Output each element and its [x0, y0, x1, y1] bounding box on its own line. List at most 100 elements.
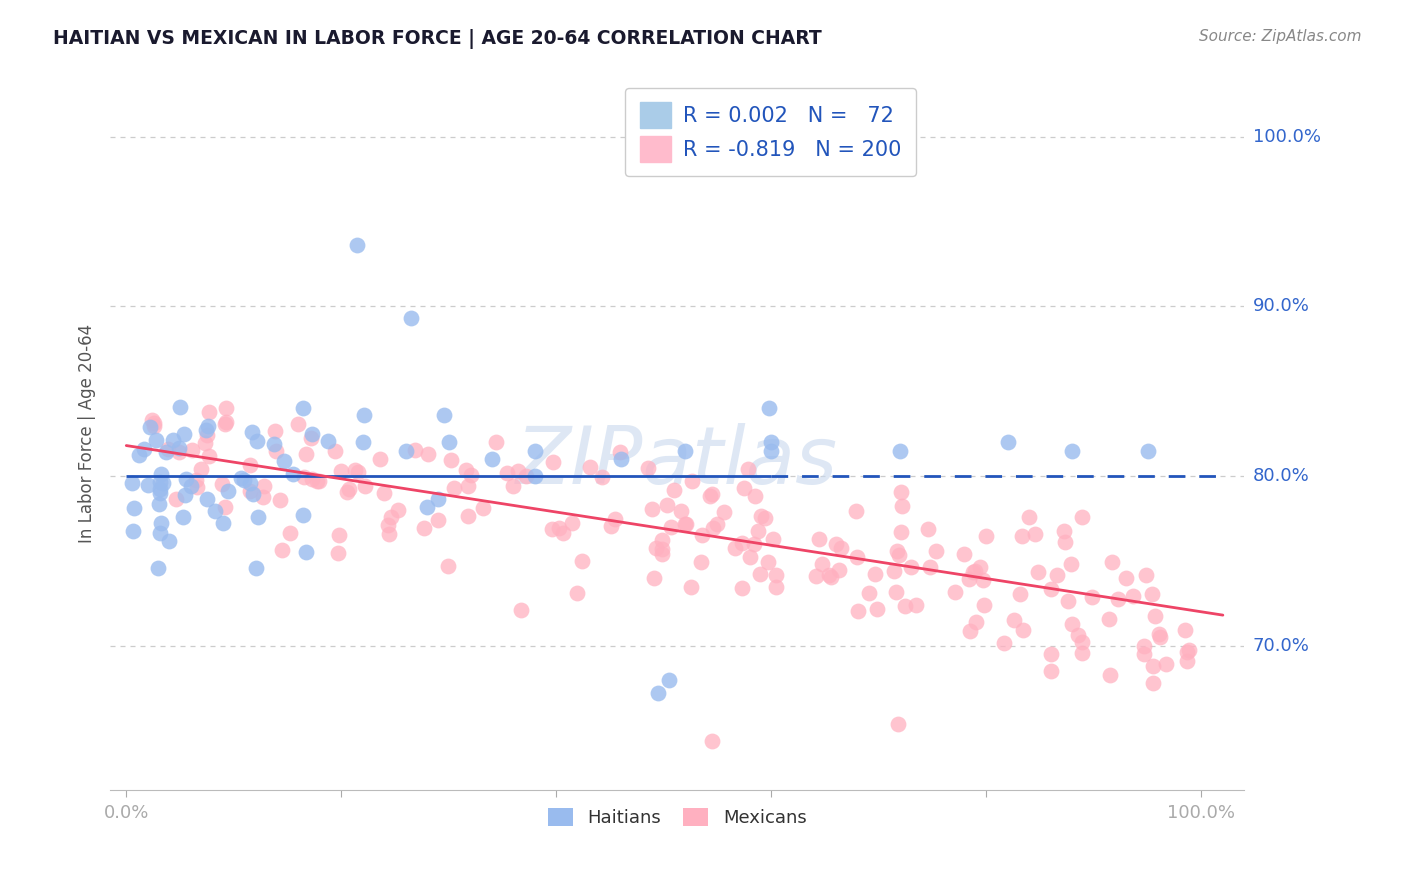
Point: [433, 408, 456, 422]
Point: [742, 536, 765, 550]
Point: [702, 521, 724, 535]
Point: [963, 564, 986, 578]
Point: [1154, 657, 1177, 671]
Text: 80.0%: 80.0%: [1253, 467, 1309, 485]
Point: [229, 471, 252, 485]
Point: [273, 454, 295, 468]
Point: [301, 426, 323, 441]
Point: [291, 508, 314, 522]
Point: [657, 499, 679, 513]
Point: [198, 405, 221, 419]
Point: [215, 415, 238, 429]
Point: [890, 524, 912, 539]
Point: [866, 602, 889, 616]
Point: [195, 491, 218, 506]
Point: [1062, 443, 1084, 458]
Point: [352, 435, 374, 450]
Point: [1149, 631, 1171, 645]
Point: [169, 401, 191, 415]
Point: [1098, 612, 1121, 626]
Point: [758, 401, 780, 416]
Text: ZIPatlas: ZIPatlas: [516, 423, 838, 501]
Point: [637, 460, 659, 475]
Point: [846, 604, 869, 618]
Point: [149, 526, 172, 541]
Point: [1115, 571, 1137, 585]
Point: [731, 536, 754, 550]
Point: [1098, 667, 1121, 681]
Point: [418, 447, 440, 461]
Point: [609, 445, 631, 459]
Point: [440, 453, 463, 467]
Point: [762, 532, 785, 546]
Point: [820, 570, 842, 584]
Point: [647, 686, 669, 700]
Point: [845, 504, 868, 518]
Text: 100.0%: 100.0%: [1253, 128, 1320, 145]
Point: [214, 417, 236, 431]
Point: [172, 510, 194, 524]
Point: [212, 516, 235, 531]
Point: [328, 528, 350, 542]
Point: [157, 534, 180, 549]
Point: [540, 522, 562, 536]
Point: [1012, 623, 1035, 637]
Point: [1070, 646, 1092, 660]
Point: [738, 550, 761, 565]
Point: [733, 482, 755, 496]
Point: [152, 475, 174, 490]
Point: [884, 584, 907, 599]
Point: [818, 567, 841, 582]
Point: [165, 492, 187, 507]
Point: [1147, 626, 1170, 640]
Point: [157, 442, 180, 456]
Point: [640, 502, 662, 516]
Point: [413, 521, 436, 535]
Point: [824, 537, 846, 551]
Point: [167, 442, 190, 456]
Point: [326, 546, 349, 560]
Point: [162, 433, 184, 447]
Point: [247, 510, 270, 524]
Point: [1142, 676, 1164, 690]
Point: [744, 490, 766, 504]
Point: [121, 476, 143, 491]
Point: [295, 447, 318, 461]
Point: [1039, 664, 1062, 678]
Point: [457, 479, 479, 493]
Point: [1008, 587, 1031, 601]
Point: [308, 474, 330, 488]
Point: [457, 509, 479, 524]
Point: [610, 452, 633, 467]
Point: [149, 482, 172, 496]
Point: [292, 401, 315, 416]
Point: [651, 533, 673, 547]
Point: [146, 561, 169, 575]
Point: [155, 445, 177, 459]
Point: [893, 599, 915, 613]
Point: [1143, 609, 1166, 624]
Point: [437, 559, 460, 574]
Point: [399, 311, 422, 326]
Point: [211, 477, 233, 491]
Point: [749, 567, 772, 582]
Point: [700, 487, 723, 501]
Point: [765, 580, 787, 594]
Point: [292, 470, 315, 484]
Point: [377, 527, 399, 541]
Point: [252, 490, 274, 504]
Point: [891, 499, 914, 513]
Point: [827, 563, 849, 577]
Point: [287, 417, 309, 431]
Point: [173, 427, 195, 442]
Point: [702, 733, 724, 747]
Point: [645, 541, 668, 555]
Point: [370, 451, 392, 466]
Point: [295, 545, 318, 559]
Point: [900, 559, 922, 574]
Point: [1132, 648, 1154, 662]
Point: [681, 580, 703, 594]
Point: [215, 401, 238, 416]
Point: [808, 532, 831, 546]
Point: [377, 518, 399, 533]
